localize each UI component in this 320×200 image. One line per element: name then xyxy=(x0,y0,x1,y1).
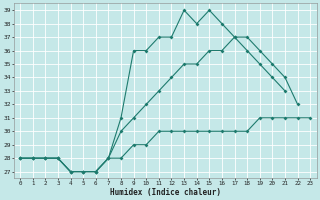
X-axis label: Humidex (Indice chaleur): Humidex (Indice chaleur) xyxy=(110,188,220,197)
